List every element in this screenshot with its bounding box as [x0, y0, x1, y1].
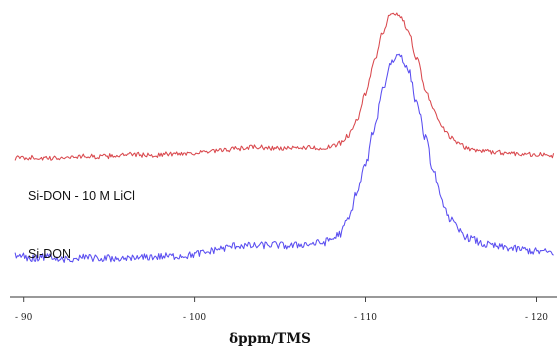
series-label-si-don-licl: Si-DON - 10 M LiCl — [28, 189, 135, 203]
x-tick-label-90: - 90 — [15, 313, 33, 323]
series-layer — [14, 12, 555, 263]
x-tick-label-100: - 100 — [183, 313, 206, 323]
x-axis-ticks: - 90 - 100 - 110 - 120 — [15, 297, 548, 323]
series-line-si-don-licl — [14, 12, 555, 161]
series-label-si-don: Si-DON — [28, 247, 71, 261]
x-tick-label-110: - 110 — [354, 313, 377, 323]
x-axis-title: δppm/TMS — [229, 331, 311, 347]
series-line-si-don — [14, 53, 554, 263]
x-tick-label-120: - 120 — [525, 313, 548, 323]
